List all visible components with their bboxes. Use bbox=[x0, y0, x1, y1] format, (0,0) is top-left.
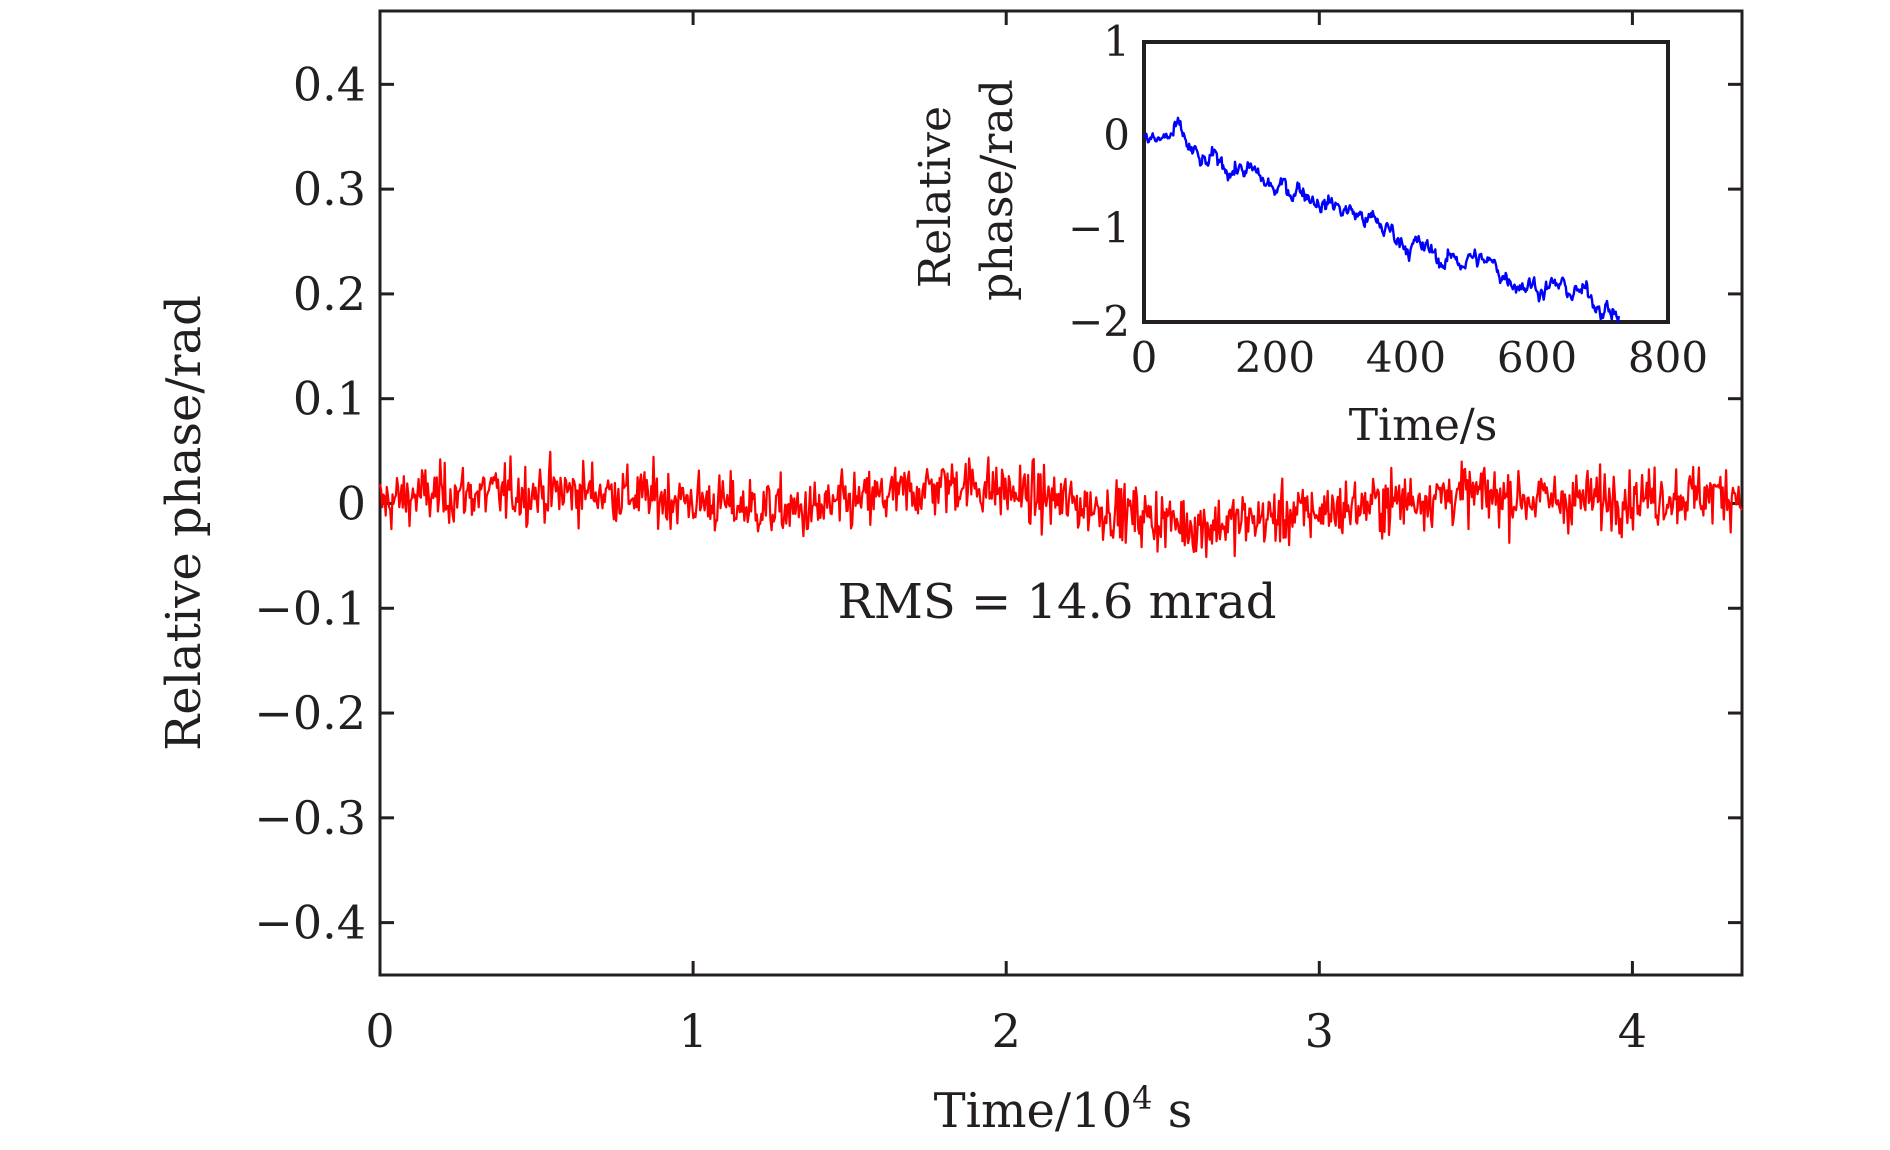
main-x-axis-title-base: Time/10 bbox=[934, 1083, 1133, 1139]
x-tick-label: 800 bbox=[1628, 333, 1708, 382]
y-tick-label: 0 bbox=[1103, 110, 1130, 159]
inset-x-axis-title: Time/s bbox=[1349, 400, 1498, 451]
main-x-axis-title-exponent: 4 bbox=[1132, 1079, 1152, 1117]
y-tick-label: −0.1 bbox=[254, 581, 366, 635]
x-tick-label: 3 bbox=[1305, 1004, 1334, 1058]
y-tick-label: 0.1 bbox=[293, 372, 366, 426]
main-x-tick-labels: 0 1 2 3 4 bbox=[365, 1004, 1647, 1058]
x-tick-label: 2 bbox=[992, 1004, 1021, 1058]
y-tick-label: 0.4 bbox=[293, 57, 366, 111]
main-chart: 0.4 0.3 0.2 0.1 0 −0.1 −0.2 −0.3 −0.4 0 1 2 3 4 RMS … bbox=[156, 9, 1744, 1139]
y-tick-label: −0.2 bbox=[254, 686, 366, 740]
x-tick-label: 400 bbox=[1366, 333, 1446, 382]
inset-chart: 1 0 −1 −2 0 200 400 600 800 Time/s Relative pha… bbox=[910, 17, 1708, 451]
y-tick-label: −1 bbox=[1068, 204, 1130, 253]
rms-annotation: RMS = 14.6 mrad bbox=[838, 574, 1277, 630]
main-y-axis-title: Relative phase/rad bbox=[156, 295, 212, 751]
x-tick-label: 200 bbox=[1235, 333, 1315, 382]
main-x-axis-title: Time/104 s bbox=[934, 1079, 1193, 1139]
x-tick-label: 4 bbox=[1618, 1004, 1647, 1058]
x-tick-label: 1 bbox=[678, 1004, 707, 1058]
inset-y-axis-title-line2: phase/rad bbox=[972, 79, 1023, 301]
inset-y-axis-title-line1: Relative bbox=[910, 106, 961, 288]
inset-plot-frame bbox=[1142, 40, 1670, 324]
inset-y-tick-labels: 1 0 −1 −2 bbox=[1068, 17, 1130, 346]
y-tick-label: 0 bbox=[337, 476, 366, 530]
x-tick-label: 600 bbox=[1497, 333, 1577, 382]
y-tick-label: −0.3 bbox=[254, 791, 366, 845]
inset-series-line bbox=[1142, 116, 1621, 323]
y-tick-label: −0.4 bbox=[254, 896, 366, 950]
main-plot-frame bbox=[378, 9, 1744, 977]
y-tick-label: 1 bbox=[1103, 17, 1130, 66]
main-y-tick-labels: 0.4 0.3 0.2 0.1 0 −0.1 −0.2 −0.3 −0.4 bbox=[254, 57, 366, 949]
inset-background bbox=[1144, 42, 1668, 322]
y-tick-label: −2 bbox=[1068, 297, 1130, 346]
x-tick-label: 0 bbox=[1131, 333, 1158, 382]
inset-x-tick-labels: 0 200 400 600 800 bbox=[1131, 333, 1708, 382]
inset-y-axis-title: Relative phase/rad bbox=[910, 79, 1023, 301]
y-tick-label: 0.2 bbox=[293, 267, 366, 321]
y-tick-label: 0.3 bbox=[293, 162, 366, 216]
main-series-line bbox=[378, 450, 1743, 559]
main-x-axis-title-unit: s bbox=[1153, 1083, 1193, 1139]
x-tick-label: 0 bbox=[365, 1004, 394, 1058]
